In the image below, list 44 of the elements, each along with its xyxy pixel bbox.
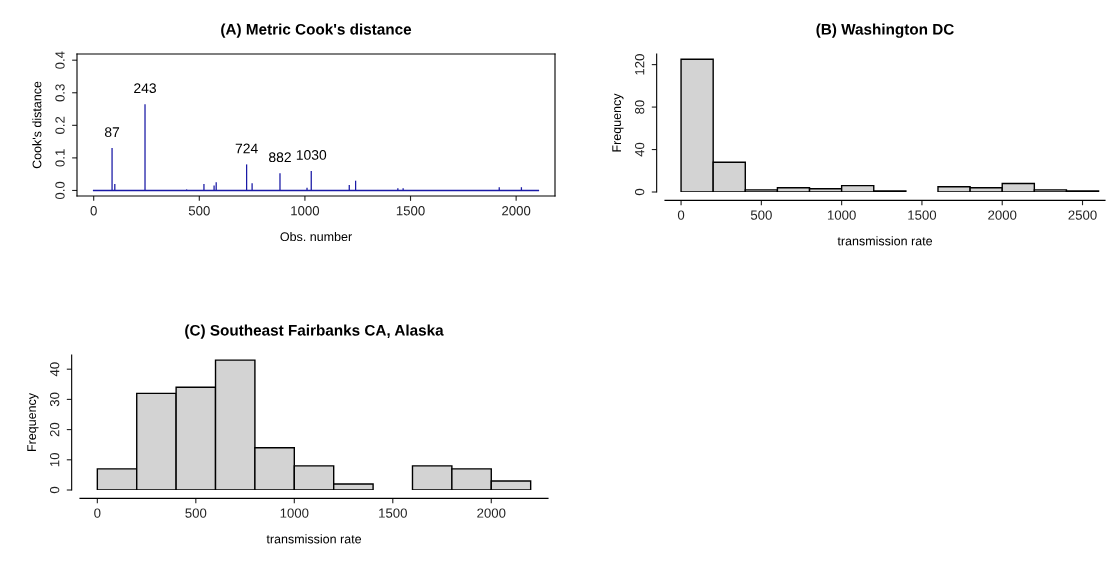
x-tick-label: 1000	[827, 210, 856, 220]
y-tick-label: 0	[49, 486, 60, 494]
x-tick-label: 1000	[291, 206, 320, 216]
x-tick-label: 500	[188, 206, 210, 216]
x-tick-label: 1000	[280, 508, 309, 518]
x-tick-label: 2000	[477, 508, 506, 518]
y-tick-label: 0.3	[55, 84, 65, 102]
x-tick-label: 1500	[908, 210, 937, 220]
x-axis-title: transmission rate	[266, 534, 362, 544]
y-tick-label: 10	[49, 452, 60, 467]
annotation: 87	[104, 127, 120, 138]
x-tick-label: 2000	[988, 210, 1017, 220]
annotation: 243	[134, 83, 156, 94]
annotation: 1030	[296, 150, 327, 160]
y-axis-title: Frequency	[27, 392, 39, 451]
y-axis-title: Cook's distance	[32, 81, 42, 169]
x-tick-label: 0	[677, 210, 685, 220]
y-axis-title: Frequency	[612, 93, 624, 152]
x-tick-label: 0	[94, 508, 101, 518]
x-axis-title: Obs. number	[280, 231, 352, 242]
x-axis-title: transmission rate	[837, 236, 933, 246]
x-tick-label: 2500	[1068, 210, 1097, 220]
y-tick-label: 0.0	[55, 181, 65, 200]
chart-title: (A) Metric Cook's distance	[221, 23, 412, 38]
y-tick-label: 30	[49, 392, 60, 407]
chart-title: (C) Southeast Fairbanks CA, Alaska	[185, 324, 444, 339]
annotation: 724	[235, 143, 258, 154]
x-tick-label: 2000	[502, 206, 531, 216]
annotation: 882	[269, 152, 291, 163]
x-tick-label: 0	[90, 206, 97, 216]
y-tick-label: 80	[634, 100, 645, 114]
y-tick-label: 20	[49, 422, 60, 437]
y-tick-label: 0	[634, 188, 645, 196]
y-tick-label: 120	[634, 54, 645, 75]
x-tick-label: 500	[750, 210, 772, 220]
y-tick-label: 0.4	[55, 51, 65, 69]
x-tick-label: 1500	[396, 206, 425, 216]
y-tick-label: 0.2	[55, 116, 65, 134]
y-tick-label: 0.1	[55, 149, 65, 167]
x-tick-label: 1500	[379, 508, 407, 518]
y-tick-label: 40	[49, 362, 60, 377]
chart-title: (B) Washington DC	[816, 23, 954, 38]
y-tick-label: 40	[634, 142, 645, 157]
x-tick-label: 500	[185, 508, 207, 518]
